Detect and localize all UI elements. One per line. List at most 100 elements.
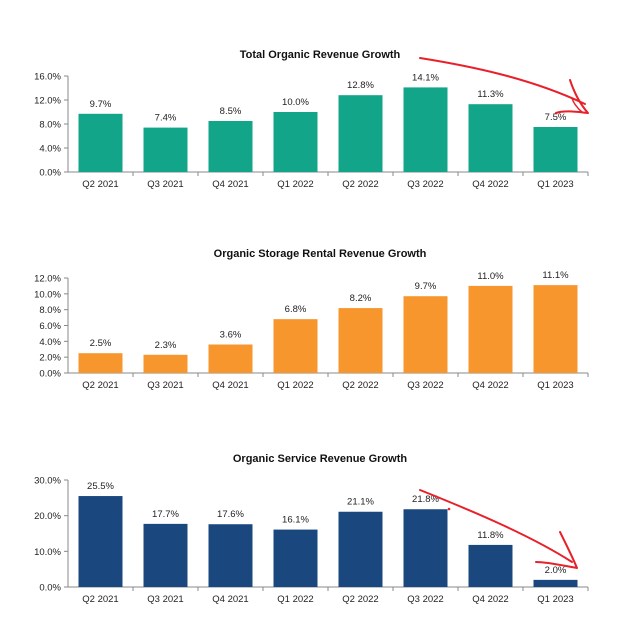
trend-arrow-shaft: [419, 489, 573, 563]
bar: [468, 285, 513, 373]
y-tick-label: 4.0%: [39, 144, 61, 155]
x-tick-label: Q4 2021: [212, 380, 248, 391]
x-tick-label: Q3 2021: [147, 380, 183, 391]
data-label: 11.3%: [477, 89, 504, 100]
bar: [78, 113, 123, 172]
chart-organic-service-revenue-growth: Organic Service Revenue Growth 0.0% 10.0% 2…: [0, 410, 640, 632]
y-tick-label: 30.0%: [34, 476, 61, 487]
x-tick-label: Q1 2022: [277, 179, 313, 190]
chart-total-organic-revenue-growth: Total Organic Revenue Growth 0.0% 4.0% 8.0%…: [0, 0, 640, 200]
y-tick-label: 10.0%: [34, 547, 61, 558]
bar: [403, 87, 448, 172]
data-label: 2.5%: [90, 338, 112, 349]
x-tick-label: Q3 2022: [407, 380, 443, 391]
data-label: 17.7%: [152, 509, 179, 520]
y-tick-label: 10.0%: [34, 289, 61, 300]
bar: [403, 509, 448, 587]
y-tick-label: 8.0%: [39, 305, 61, 316]
chart-title: Total Organic Revenue Growth: [240, 49, 401, 61]
bar: [143, 127, 188, 172]
y-tick-label: 12.0%: [34, 96, 61, 107]
bar: [338, 511, 383, 587]
data-label: 11.8%: [477, 530, 504, 541]
data-label: 7.5%: [545, 112, 567, 123]
x-tick-label: Q1 2023: [537, 179, 573, 190]
bar: [78, 353, 123, 373]
data-label: 11.0%: [477, 271, 504, 282]
trend-arrow-head-detail: [571, 97, 583, 113]
x-tick-label: Q4 2021: [212, 179, 248, 190]
bar: [143, 354, 188, 373]
chart-svg: Organic Storage Rental Revenue Growth 0.0…: [34, 248, 589, 391]
bar: [208, 121, 253, 172]
x-tick-label: Q2 2022: [342, 380, 378, 391]
y-tick-label: 8.0%: [39, 120, 61, 131]
x-tick-label: Q4 2022: [472, 380, 508, 391]
chart-title: Organic Service Revenue Growth: [233, 453, 408, 465]
x-tick-label: Q1 2022: [277, 380, 313, 391]
data-label: 21.1%: [347, 497, 374, 508]
x-tick-label: Q1 2022: [277, 594, 313, 605]
bar: [208, 344, 253, 373]
x-tick-label: Q2 2021: [82, 179, 118, 190]
x-tick-label: Q2 2022: [342, 594, 378, 605]
data-label: 8.2%: [350, 293, 372, 304]
bar: [533, 127, 578, 172]
data-label: 3.6%: [220, 330, 242, 341]
x-tick-label: Q1 2023: [537, 380, 573, 391]
chart-svg: Organic Service Revenue Growth 0.0% 10.0% 2…: [34, 453, 589, 605]
data-label: 2.0%: [545, 565, 567, 576]
x-tick-label: Q3 2022: [407, 179, 443, 190]
x-tick-label: Q3 2021: [147, 179, 183, 190]
data-label: 25.5%: [87, 481, 114, 492]
data-label: 17.6%: [217, 509, 244, 520]
y-tick-label: 0.0%: [39, 168, 61, 179]
x-tick-label: Q3 2022: [407, 594, 443, 605]
y-tick-label: 20.0%: [34, 511, 61, 522]
bar: [533, 285, 578, 373]
bar: [273, 529, 318, 587]
y-tick-label: 2.0%: [39, 353, 61, 364]
data-label: 6.8%: [285, 304, 307, 315]
y-tick-label: 0.0%: [39, 369, 61, 380]
bar: [338, 95, 383, 172]
x-tick-label: Q2 2021: [82, 594, 118, 605]
data-label: 21.8%: [412, 494, 439, 505]
trend-arrow-shaft: [419, 57, 586, 105]
x-tick-label: Q3 2021: [147, 594, 183, 605]
chart-svg: Total Organic Revenue Growth 0.0% 4.0% 8.0%…: [34, 49, 589, 190]
annotation-dot: [447, 507, 451, 511]
chart-title: Organic Storage Rental Revenue Growth: [214, 248, 427, 260]
bar: [273, 319, 318, 373]
data-label: 9.7%: [415, 281, 437, 292]
y-tick-label: 12.0%: [34, 274, 61, 285]
bar: [143, 523, 188, 587]
data-label: 2.3%: [155, 340, 177, 351]
chart-organic-storage-rental-revenue-growth: Organic Storage Rental Revenue Growth 0.0…: [0, 205, 640, 405]
bar: [338, 308, 383, 373]
bar: [468, 104, 513, 172]
y-tick-label: 0.0%: [39, 583, 61, 594]
data-label: 12.8%: [347, 80, 374, 91]
data-label: 8.5%: [220, 106, 242, 117]
data-label: 9.7%: [90, 99, 112, 110]
x-tick-label: Q2 2022: [342, 179, 378, 190]
x-tick-label: Q4 2022: [472, 179, 508, 190]
bar: [533, 579, 578, 587]
y-tick-label: 16.0%: [34, 72, 61, 83]
bar: [273, 112, 318, 172]
data-label: 14.1%: [412, 72, 439, 83]
y-tick-label: 6.0%: [39, 321, 61, 332]
x-tick-label: Q4 2022: [472, 594, 508, 605]
data-label: 7.4%: [155, 113, 177, 124]
x-tick-label: Q2 2021: [82, 380, 118, 391]
data-label: 11.1%: [542, 270, 569, 281]
trend-arrow-head: [555, 79, 589, 114]
bar: [468, 544, 513, 587]
x-tick-label: Q4 2021: [212, 594, 248, 605]
bar: [403, 296, 448, 373]
bar: [208, 524, 253, 587]
bar: [78, 496, 123, 587]
data-label: 10.0%: [282, 97, 309, 108]
trend-arrow-head: [535, 531, 578, 569]
